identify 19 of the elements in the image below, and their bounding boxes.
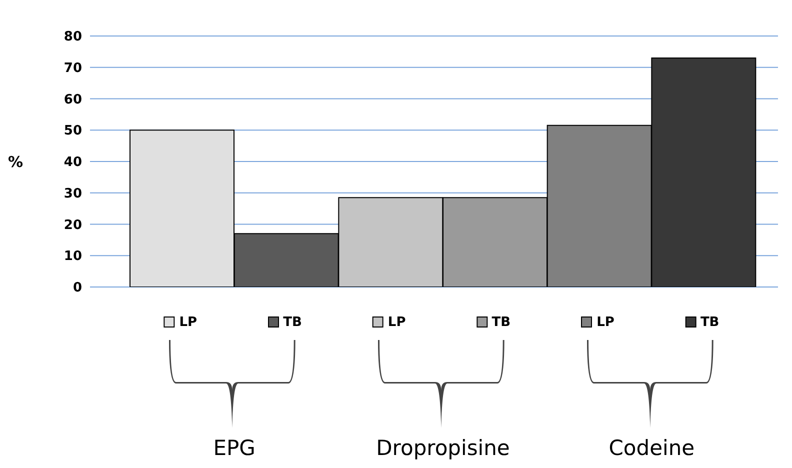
y-tick-label: 20 — [64, 218, 82, 233]
y-tick-label: 10 — [64, 249, 82, 264]
y-tick-label: 40 — [64, 155, 82, 170]
text: Dropropisine — [375, 436, 511, 460]
x-tick-label: TB — [492, 315, 511, 330]
y-tick-label: 60 — [64, 92, 82, 108]
y-tick-label: 80 — [64, 30, 82, 45]
y-tick-label: 50 — [64, 124, 82, 139]
x-tick-label: LP — [179, 315, 198, 330]
y-tick-label: 0 — [72, 280, 82, 296]
x-tick-label: TB — [283, 315, 302, 330]
x-tick-label: LP — [596, 315, 614, 330]
text: Codeine — [608, 436, 696, 460]
y-tick-label: 30 — [64, 186, 82, 202]
x-tick-label: TB — [700, 315, 720, 330]
y-axis-title: % — [8, 152, 24, 171]
text: EPG — [212, 436, 256, 460]
x-tick-label: LP — [388, 315, 406, 330]
y-tick-label: 70 — [64, 60, 82, 76]
